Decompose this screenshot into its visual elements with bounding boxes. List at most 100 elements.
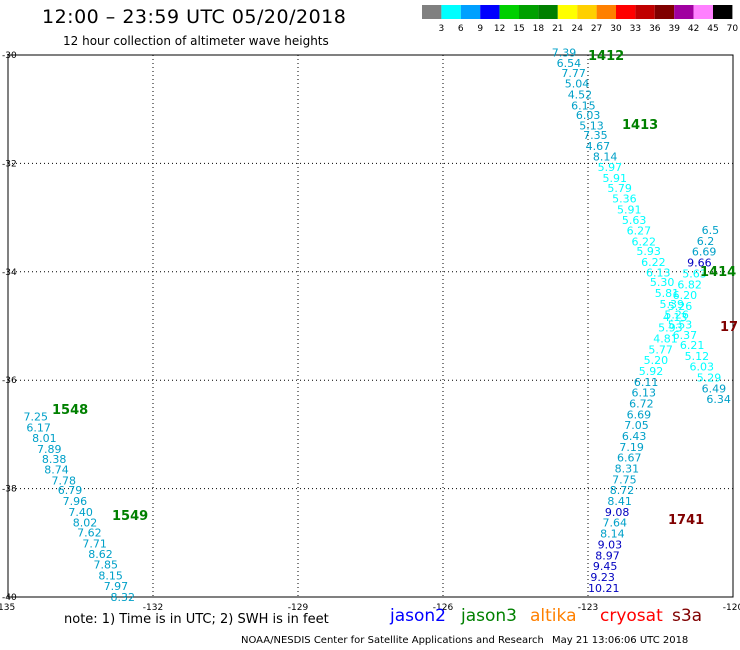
wave-height-value: 7.25: [23, 411, 48, 424]
wave-height-value: 6.22: [632, 235, 657, 248]
wave-height-value: 6.11: [634, 376, 659, 389]
color-scale-swatch: [499, 5, 519, 19]
wave-height-value: 6.13: [646, 266, 671, 279]
color-scale-label: 12: [494, 24, 505, 34]
lat-tick-label: -40: [2, 593, 17, 603]
track-time-label: 1548: [52, 403, 88, 418]
wave-height-value: 6.37: [673, 329, 698, 342]
track-time-label: 1549: [112, 509, 148, 524]
wave-height-value: 5.26: [668, 300, 693, 313]
lat-tick-label: -32: [2, 159, 17, 169]
color-scale-swatch: [635, 5, 655, 19]
lat-tick-label: -30: [2, 51, 17, 61]
wave-height-value: 7.96: [63, 495, 88, 508]
lon-tick-label: -123: [578, 603, 598, 613]
wave-height-value: 6.21: [680, 339, 705, 352]
color-scale-label: 33: [630, 24, 641, 34]
color-scale-swatch: [654, 5, 675, 19]
wave-height-value: 4.13: [663, 311, 688, 324]
wave-height-value: 6.17: [26, 421, 51, 434]
wave-height-value: 7.89: [37, 443, 62, 456]
wave-height-value: 8.31: [615, 463, 640, 476]
track-time-label: 17: [720, 320, 738, 335]
wave-height-value: 8.01: [32, 432, 57, 445]
satellite-cryosat-label: cryosat: [600, 606, 663, 626]
wave-height-value: 5.92: [639, 365, 664, 378]
wave-height-value: 8.15: [98, 569, 123, 582]
lat-tick-label: -34: [2, 268, 17, 278]
color-scale-swatch: [577, 5, 597, 19]
wave-height-value: 5.91: [603, 172, 628, 185]
wave-height-value: 6.03: [690, 361, 715, 374]
color-scale-label: 15: [513, 24, 524, 34]
wave-height-value: 6.13: [632, 387, 657, 400]
lon-tick-label: -129: [288, 603, 309, 613]
satellite-jason2-label: jason2: [390, 606, 446, 626]
color-scale-label: 18: [533, 24, 545, 34]
wave-height-value: 7.62: [77, 527, 102, 540]
color-scale-swatch: [422, 5, 442, 19]
wave-height-value: 6.67: [617, 452, 642, 465]
wave-height-value: 8.41: [607, 495, 632, 508]
track-time-label: 1414: [700, 265, 736, 280]
satellite-jason3-label: jason3: [461, 606, 517, 626]
wave-height-value: 7.05: [624, 419, 649, 432]
wave-height-value: 6.27: [627, 225, 652, 238]
color-scale-swatch: [713, 5, 733, 19]
lon-tick-label: -135: [0, 603, 15, 613]
color-scale-swatch: [693, 5, 713, 19]
wave-height-value: 9.66: [687, 257, 712, 270]
wave-height-value: 5.12: [685, 350, 710, 363]
wave-height-value: 9.03: [598, 538, 623, 551]
color-scale-swatch: [480, 5, 500, 19]
wave-height-value: 8.38: [42, 453, 66, 466]
wave-height-value: 5.53: [668, 318, 693, 331]
wave-height-value: 7.77: [561, 67, 586, 80]
wave-height-value: 4.67: [586, 140, 611, 153]
color-scale-swatch: [441, 5, 461, 19]
color-scale-label: 6: [458, 24, 464, 34]
wave-height-value: 5.39: [660, 298, 685, 311]
wave-height-value: 5.77: [648, 343, 673, 356]
track-time-label: 1413: [622, 118, 658, 133]
wave-height-value: 5.93: [636, 245, 661, 258]
wave-height-value: 7.19: [619, 441, 644, 454]
satellite-altika-label: altika: [530, 606, 577, 626]
track-time-label: 1741: [668, 513, 704, 528]
color-scale-label: 39: [668, 24, 680, 34]
wave-height-value: 5.36: [612, 193, 637, 206]
wave-height-value: 7.78: [52, 474, 77, 487]
color-scale-swatch: [616, 5, 636, 19]
lon-tick-label: -132: [143, 603, 163, 613]
wave-height-value: 7.97: [104, 580, 129, 593]
wave-height-value: 5.91: [617, 203, 642, 216]
color-scale-label: 9: [477, 24, 483, 34]
wave-height-value: 8.97: [595, 549, 620, 562]
wave-height-value: 5.97: [598, 161, 623, 174]
wave-height-value: 7.35: [583, 129, 608, 142]
wave-height-value: 9.45: [593, 560, 618, 573]
wave-height-value: 6.72: [629, 398, 654, 411]
lon-tick-label: -120: [723, 603, 740, 613]
wave-height-value: 6.49: [702, 382, 727, 395]
generated-timestamp: May 21 13:06:06 UTC 2018: [552, 635, 689, 646]
wave-height-value: 5.93: [658, 322, 683, 335]
wave-height-value: 5.30: [650, 276, 675, 289]
wave-height-value: 6.5: [702, 224, 720, 237]
note-text: note: 1) Time is in UTC; 2) SWH is in fe…: [64, 612, 329, 627]
wave-height-value: 4.81: [653, 332, 678, 345]
wave-height-value: 5.63: [682, 267, 707, 280]
wave-height-value: 8.14: [593, 150, 618, 163]
footer-credit: NOAA/NESDIS Center for Satellite Applica…: [241, 635, 544, 646]
wave-height-value: 8.74: [44, 464, 69, 477]
wave-height-value: 8.14: [600, 528, 625, 541]
wave-height-value: 4.52: [568, 89, 593, 102]
wave-height-value: 8.72: [610, 484, 635, 497]
color-scale-swatch: [460, 5, 481, 19]
color-scale-label: 21: [552, 24, 563, 34]
wave-height-value: 6.54: [557, 57, 582, 70]
color-scale-label: 45: [707, 24, 718, 34]
color-scale-swatch: [674, 5, 694, 19]
